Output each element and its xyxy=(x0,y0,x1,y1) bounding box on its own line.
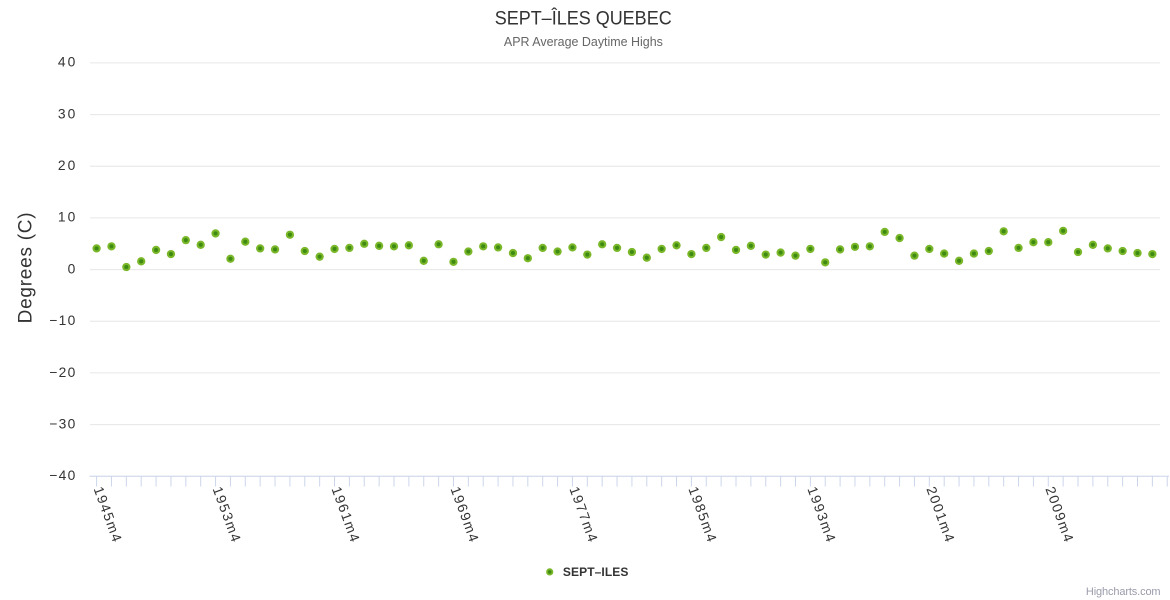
svg-text:−20: −20 xyxy=(49,365,75,380)
svg-text:20: 20 xyxy=(58,158,76,173)
svg-text:SEPT–ILES: SEPT–ILES xyxy=(563,565,629,579)
svg-text:−10: −10 xyxy=(49,313,75,328)
svg-text:APR Average Daytime Highs: APR Average Daytime Highs xyxy=(504,34,663,49)
svg-text:SEPT–ÎLES QUEBEC: SEPT–ÎLES QUEBEC xyxy=(495,8,672,30)
svg-text:10: 10 xyxy=(58,210,76,225)
svg-text:Highcharts.com: Highcharts.com xyxy=(1086,586,1161,598)
svg-text:−40: −40 xyxy=(49,468,75,483)
svg-text:−30: −30 xyxy=(49,416,75,431)
svg-text:30: 30 xyxy=(58,106,76,121)
svg-text:Degrees (C): Degrees (C) xyxy=(16,212,37,323)
svg-text:0: 0 xyxy=(68,261,76,276)
svg-text:40: 40 xyxy=(58,55,76,70)
